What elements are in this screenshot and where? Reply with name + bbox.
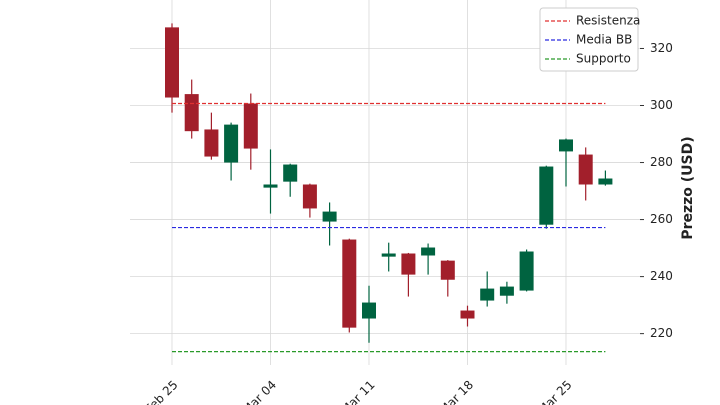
legend-label: Media BB [576,33,632,47]
candle-body [263,184,278,188]
candle-body [519,251,534,291]
candle-body [499,286,514,296]
candle-body [204,129,219,157]
x-tick-label: Mar 18 [437,378,476,405]
candle-body [421,247,436,256]
candle-body [322,211,337,222]
y-tick-label: 300 [650,98,673,112]
x-tick-label: Mar 25 [535,378,574,405]
candle-body [578,154,593,185]
candle-body [362,302,376,319]
candle-body [381,253,396,257]
candle-body [283,164,298,182]
y-tick-label: 220 [650,326,673,340]
x-tick-label: Mar 04 [240,378,279,405]
x-tick-label: Feb 25 [142,378,180,405]
x-tick-label: Mar 11 [338,378,377,405]
legend-label: Resistenza [576,14,640,28]
y-tick-label: 240 [650,269,673,283]
y-tick-label: 320 [650,41,673,55]
candle-body [480,288,495,301]
candle-body [165,27,179,98]
candle-body [224,124,239,163]
y-tick-label: 260 [650,212,673,226]
legend-box [539,7,639,72]
candle-body [598,178,613,185]
legend-label: Supporto [576,52,631,66]
y-axis-label: Prezzo (USD) [680,136,696,239]
candle-body [401,253,416,275]
candle-body [302,184,317,209]
candle-body [184,94,199,132]
y-tick-label: 280 [650,155,673,169]
candle-body [559,139,573,152]
candle-body [460,310,475,319]
candle-body [342,239,357,328]
candle-body [440,260,455,280]
candle-body [243,103,258,149]
candle-body [539,166,554,225]
